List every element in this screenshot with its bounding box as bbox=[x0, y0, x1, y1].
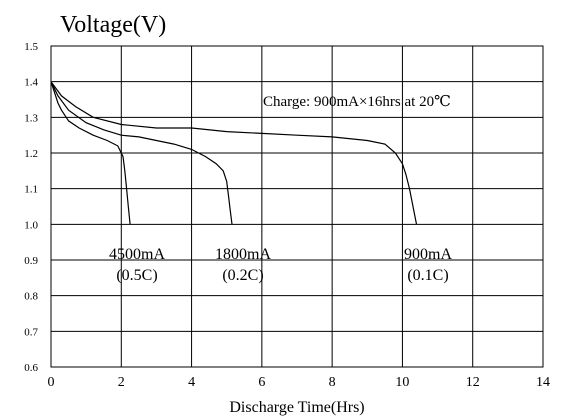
chart-title: Voltage(V) bbox=[60, 12, 166, 38]
x-axis-label: Discharge Time(Hrs) bbox=[229, 399, 364, 416]
x-tick-label: 0 bbox=[48, 375, 55, 390]
y-tick-label: 1.4 bbox=[24, 77, 38, 89]
x-tick-label: 10 bbox=[395, 375, 409, 390]
x-tick-label: 2 bbox=[118, 375, 125, 390]
series-rate-label: 900mA bbox=[404, 246, 452, 263]
series-labels: 4500mA (0.5C) 1800mA (0.2C) 900mA (0.1C) bbox=[109, 246, 452, 284]
y-tick-label: 1.3 bbox=[24, 112, 38, 124]
discharge-curves bbox=[50, 81, 418, 225]
series-c-rate-label: (0.1C) bbox=[407, 267, 448, 284]
series-line-2 bbox=[50, 81, 233, 225]
x-tick-label: 4 bbox=[188, 375, 195, 390]
y-tick-label: 1.1 bbox=[24, 184, 38, 196]
y-tick-label: 0.9 bbox=[24, 255, 38, 267]
x-tick-label: 12 bbox=[466, 375, 480, 390]
series-c-rate-label: (0.2C) bbox=[222, 267, 263, 284]
plot-frame bbox=[50, 45, 544, 368]
x-tick-label: 6 bbox=[258, 375, 265, 390]
y-axis-tick-labels: 0.6 0.7 0.8 0.9 1.0 1.1 1.2 1.3 1.4 1.5 bbox=[24, 41, 38, 374]
x-axis-tick-labels: 0 2 4 6 8 10 12 14 bbox=[48, 375, 551, 390]
y-tick-label: 1.5 bbox=[24, 41, 38, 53]
charge-annotation: Charge: 900mA×16hrs at 20℃ bbox=[263, 94, 451, 110]
series-rate-label: 1800mA bbox=[215, 246, 271, 263]
series-c-rate-label: (0.5C) bbox=[116, 267, 157, 284]
x-tick-label: 14 bbox=[536, 375, 550, 390]
series-line-3 bbox=[50, 81, 418, 225]
y-tick-label: 0.7 bbox=[24, 326, 38, 338]
grid-lines bbox=[51, 46, 543, 367]
series-line-1 bbox=[50, 81, 131, 225]
y-tick-label: 1.0 bbox=[24, 219, 38, 231]
series-rate-label: 4500mA bbox=[109, 246, 165, 263]
y-tick-label: 1.2 bbox=[24, 148, 38, 160]
x-tick-label: 8 bbox=[329, 375, 336, 390]
y-tick-label: 0.8 bbox=[24, 291, 38, 303]
y-tick-label: 0.6 bbox=[24, 362, 38, 374]
